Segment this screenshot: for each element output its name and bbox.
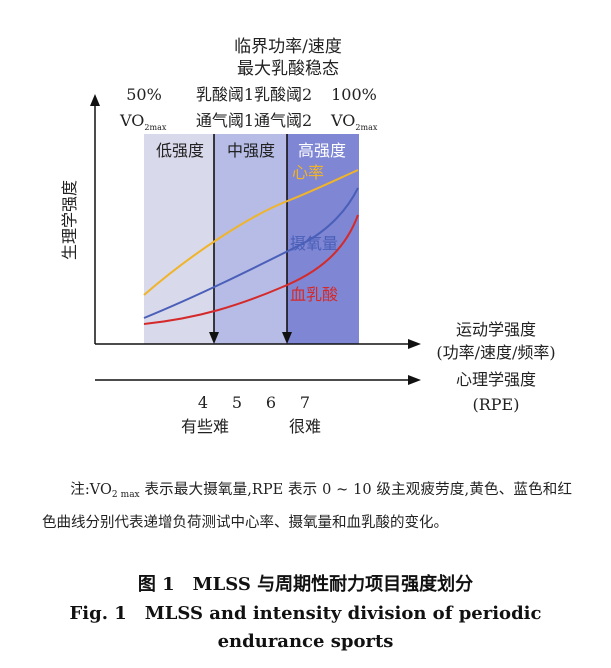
vo2max-left-label: VO2max [119,111,167,132]
note-prefix: 注:VO [70,482,112,498]
threshold1-arrow-head [209,332,219,344]
blood-lactate-curve [143,214,359,325]
rpe-tick-7: 7 [300,393,310,412]
pct-left: 50% [126,85,162,104]
header-line2: 最大乳酸稳态 [237,59,339,79]
figure-note: 注:VO2 max 表示最大摄氧量,RPE 表示 0 ~ 10 级主观疲劳度,黄… [42,476,572,537]
x-axis-arrowhead [408,339,421,349]
y-axis-arrowhead [90,94,100,106]
note-subscript: 2 max [111,490,140,500]
x-axis-label-2: (功率/速度/频率) [436,343,555,362]
pct-right: 100% [331,85,377,104]
vo2max-right-label: VO2max [330,111,378,132]
caption-english-line1: Fig. 1 MLSS and intensity division of pe… [69,603,542,624]
zone-low-band [144,134,214,344]
x-axis-label-1: 运动学强度 [456,320,536,339]
vent-thresholds: 通气阈1通气阈2 [196,111,312,130]
header-line1: 临界功率/速度 [234,37,342,57]
rpe-tick-6: 6 [266,393,276,412]
rpe-tick-5: 5 [232,393,242,412]
oxygen-uptake-curve [143,187,359,319]
y-axis-label: 生理学强度 [60,180,79,260]
caption-english-line2: endurance sports [217,631,394,652]
rpe-tick-4: 4 [198,393,208,412]
oxygen-uptake-label: 摄氧量 [290,234,338,253]
zone-mid-label: 中强度 [227,141,275,160]
zone-mid-band [214,134,287,344]
note-text: 表示最大摄氧量,RPE 表示 0 ~ 10 级主观疲劳度,黄色、蓝色和红色曲线分… [42,482,572,531]
zone-low-label: 低强度 [156,141,204,160]
lactate-thresholds: 乳酸阈1乳酸阈2 [196,85,312,104]
rpe-word-somewhat-hard: 有些难 [181,417,229,436]
rpe-axis-label-1: 心理学强度 [456,370,536,389]
rpe-word-very-hard: 很难 [289,417,321,436]
rpe-axis-arrowhead [408,375,421,385]
threshold2-arrow-head [282,332,292,344]
heart-rate-curve [143,169,359,296]
heart-rate-label: 心率 [292,163,324,182]
caption-chinese: 图 1 MLSS 与周期性耐力项目强度划分 [137,574,474,595]
blood-lactate-label: 血乳酸 [290,285,338,304]
rpe-axis-label-2: (RPE) [473,395,520,414]
zone-high-label: 高强度 [298,141,346,160]
